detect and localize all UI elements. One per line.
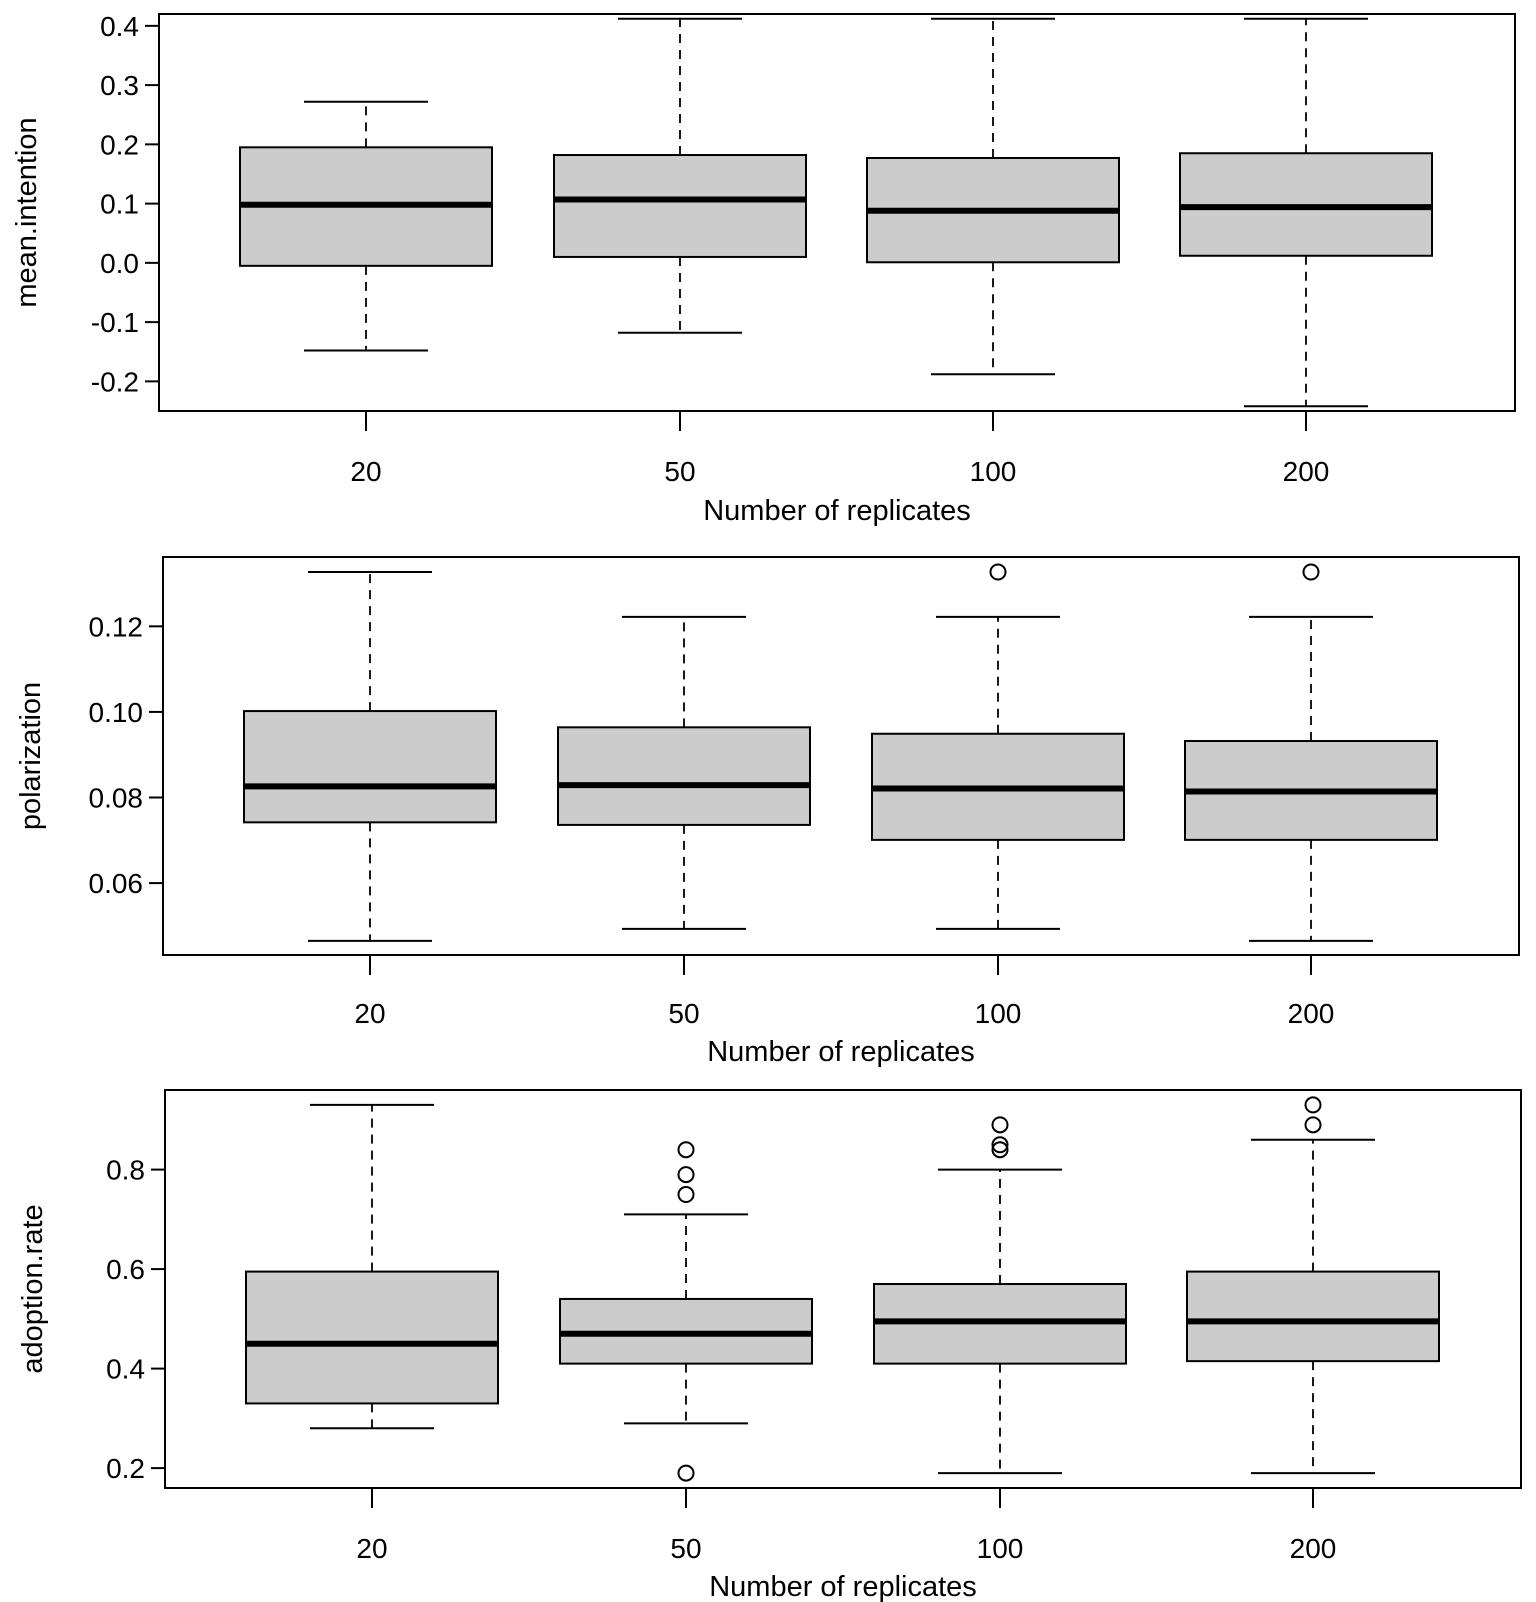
mean-intention-box-50: [553, 17, 807, 334]
adoption-rate-y-tick-label: 0.6: [106, 1254, 145, 1285]
mean-intention-y-tick-label: 0.0: [100, 248, 139, 279]
polarization-box-50: [557, 615, 811, 930]
adoption-rate-x-tick-label: 200: [1290, 1533, 1337, 1564]
adoption-rate-plot-frame: [164, 1089, 1522, 1489]
mean-intention-panel: -0.2 -0.1 0.0 0.1 0.2 0.3 0.4 mean.intention 20 5…: [11, 11, 1516, 527]
polarization-y-tick-label: 0.06: [89, 868, 144, 899]
mean-intention-x-tick-label: 50: [664, 456, 695, 487]
adoption-rate-box-50: [559, 1141, 813, 1482]
mean-intention-y-tick-label: 0.4: [100, 11, 139, 42]
iqr-box: [553, 154, 807, 258]
outlier-point: [677, 1464, 695, 1482]
polarization-box-200: [1184, 563, 1438, 942]
outlier-point: [1304, 1116, 1322, 1134]
outlier-point: [677, 1166, 695, 1184]
outlier-point: [1302, 563, 1320, 581]
adoption-rate-y-axis-title: adoption.rate: [17, 1204, 49, 1373]
mean-intention-y-tick-label: 0.3: [100, 70, 139, 101]
mean-intention-y-tick-label: 0.2: [100, 129, 139, 160]
mean-intention-y-tick-label: -0.1: [91, 307, 139, 338]
mean-intention-y-tick-label: 0.1: [100, 189, 139, 220]
outlier-point: [991, 1141, 1009, 1159]
adoption-rate-x-tick-label: 100: [977, 1533, 1024, 1564]
iqr-box: [1186, 1270, 1440, 1363]
polarization-y-tick-label: 0.08: [89, 783, 144, 814]
mean-intention-x-axis-title: Number of replicates: [703, 495, 971, 527]
polarization-x-tick-label: 200: [1288, 998, 1335, 1029]
polarization-x-tick-label: 100: [975, 998, 1022, 1029]
polarization-y-tick-label: 0.12: [89, 611, 144, 642]
polarization-x-axis-title: Number of replicates: [707, 1036, 975, 1068]
adoption-rate-x-axis-title: Number of replicates: [709, 1571, 977, 1602]
polarization-y-tick-label: 0.10: [89, 697, 144, 728]
outlier-point: [1304, 1096, 1322, 1114]
mean-intention-plot-frame: [158, 13, 1516, 412]
polarization-plot-frame: [162, 556, 1520, 956]
adoption-rate-x-tick-label: 50: [670, 1533, 701, 1564]
polarization-panel: 0.06 0.08 0.10 0.12 polarization 20 50 100 200 Nu…: [15, 556, 1520, 1068]
mean-intention-box-200: [1179, 17, 1433, 408]
adoption-rate-y-tick-label: 0.2: [106, 1453, 145, 1484]
adoption-rate-x-tick-label: 20: [356, 1533, 387, 1564]
outlier-point: [677, 1185, 695, 1203]
iqr-box: [243, 710, 497, 824]
mean-intention-box-100: [866, 17, 1120, 376]
adoption-rate-y-tick-label: 0.4: [106, 1354, 145, 1385]
mean-intention-box-20: [239, 100, 493, 352]
mean-intention-x-tick-label: 20: [350, 456, 381, 487]
outlier-point: [677, 1141, 695, 1159]
outlier-point: [991, 1136, 1009, 1154]
mean-intention-y-tick-label: -0.2: [91, 366, 139, 397]
polarization-box-100: [871, 563, 1125, 930]
adoption-rate-box-200: [1186, 1096, 1440, 1475]
polarization-y-axis-title: polarization: [15, 682, 47, 830]
polarization-x-tick-label: 50: [668, 998, 699, 1029]
adoption-rate-y-tick-label: 0.8: [106, 1155, 145, 1186]
iqr-box: [557, 726, 811, 826]
mean-intention-x-tick-label: 200: [1283, 456, 1330, 487]
polarization-box-20: [243, 570, 497, 942]
mean-intention-y-axis-title: mean.intention: [11, 117, 43, 307]
outlier-point: [991, 1116, 1009, 1134]
adoption-rate-box-100: [873, 1116, 1127, 1475]
iqr-box: [245, 1270, 499, 1405]
mean-intention-x-tick-label: 100: [970, 456, 1017, 487]
adoption-rate-panel: 0.2 0.4 0.6 0.8 adoption.rate 20 50 100 200 Numbe…: [17, 1089, 1522, 1602]
outlier-point: [989, 563, 1007, 581]
adoption-rate-box-20: [245, 1103, 499, 1430]
polarization-x-tick-label: 20: [354, 998, 385, 1029]
